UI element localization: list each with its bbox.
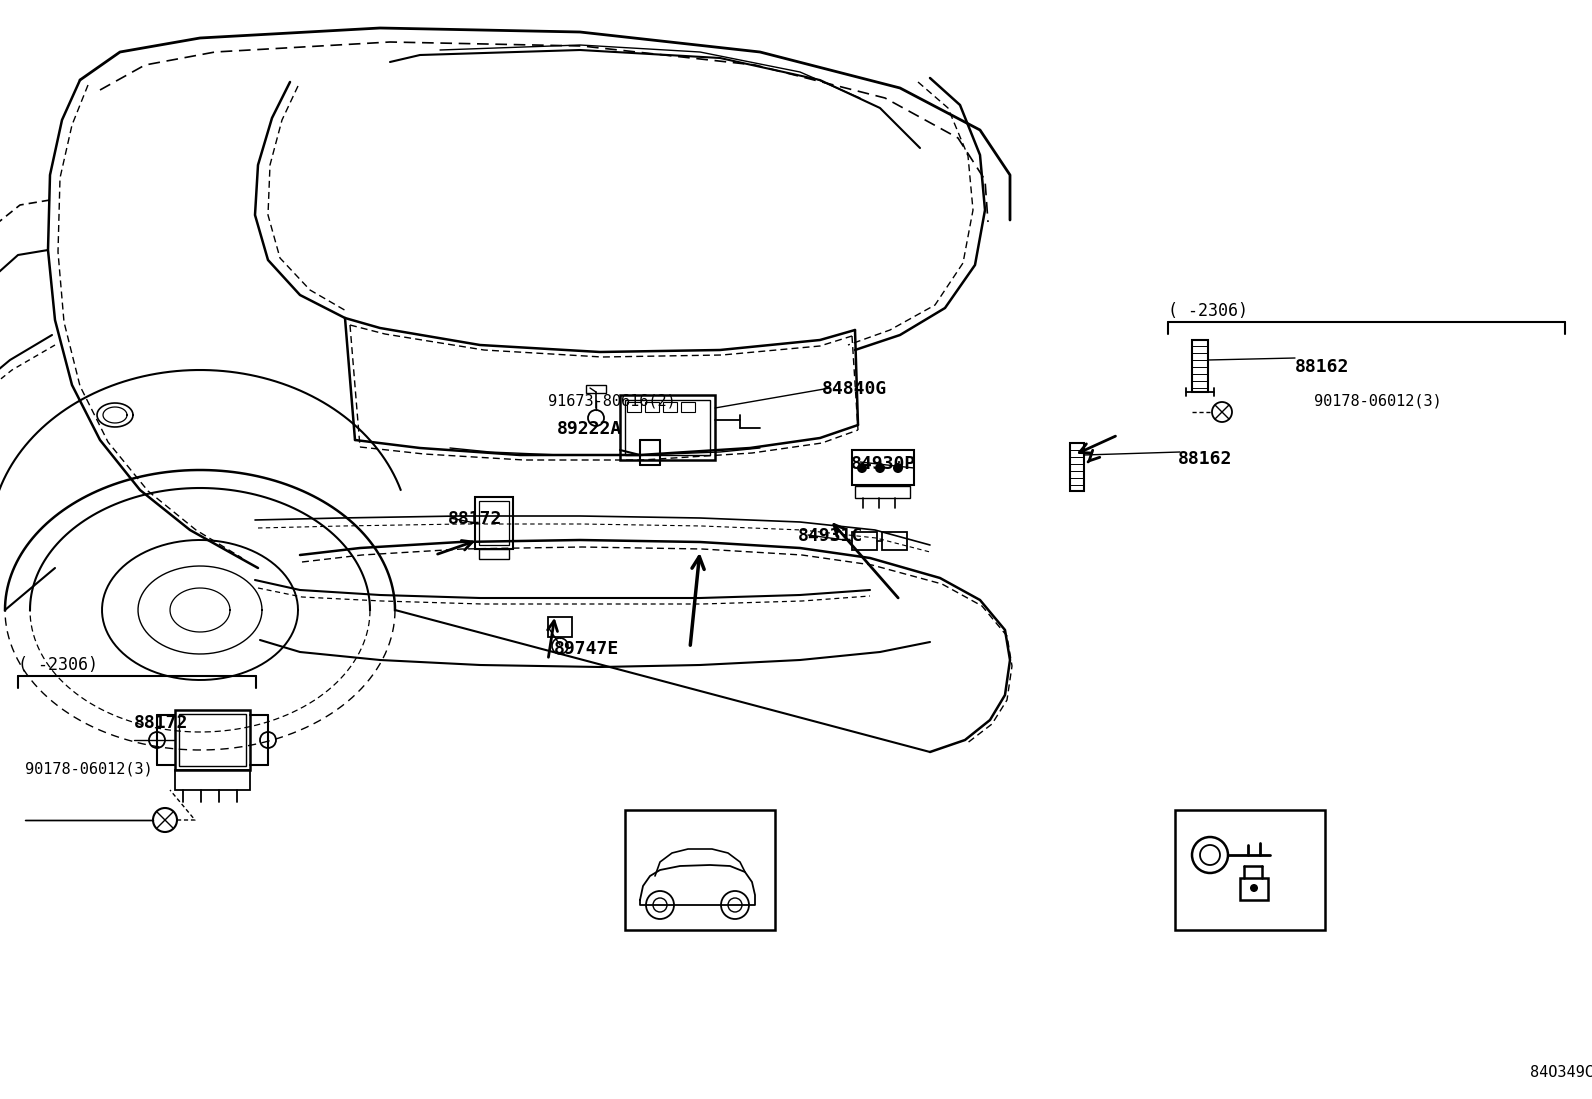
Bar: [882, 532, 907, 550]
Bar: [479, 550, 509, 559]
Bar: [175, 770, 250, 790]
Text: ( -2306): ( -2306): [1169, 302, 1248, 320]
Bar: [852, 532, 877, 550]
Bar: [626, 810, 775, 930]
Bar: [175, 710, 250, 770]
Bar: [1240, 878, 1267, 900]
Bar: [852, 449, 914, 485]
Text: 84931C: 84931C: [798, 528, 863, 545]
Text: 91673-80616(2): 91673-80616(2): [548, 395, 675, 409]
Bar: [1070, 443, 1084, 491]
Bar: [178, 714, 247, 766]
Text: 88172: 88172: [447, 510, 503, 528]
Bar: [627, 402, 642, 412]
Circle shape: [856, 463, 868, 473]
Text: 89222A: 89222A: [557, 420, 622, 439]
Text: 84930P: 84930P: [852, 455, 917, 473]
Text: 88162: 88162: [1178, 449, 1232, 468]
Bar: [626, 400, 710, 455]
Bar: [474, 497, 513, 550]
Bar: [662, 402, 677, 412]
Text: 84O349C: 84O349C: [1530, 1065, 1592, 1080]
Circle shape: [893, 463, 903, 473]
Text: 88162: 88162: [1294, 358, 1350, 376]
Text: 84840G: 84840G: [821, 380, 887, 398]
Bar: [586, 385, 607, 393]
Bar: [855, 486, 911, 498]
Bar: [1175, 810, 1325, 930]
Bar: [548, 617, 572, 637]
Circle shape: [876, 463, 885, 473]
Bar: [479, 501, 509, 545]
Text: 89747E: 89747E: [554, 640, 619, 658]
Text: 88172: 88172: [134, 714, 188, 732]
Bar: [1192, 340, 1208, 392]
Text: 90178-06012(3): 90178-06012(3): [25, 762, 153, 777]
Circle shape: [1250, 884, 1258, 892]
Text: 90178-06012(3): 90178-06012(3): [1313, 393, 1442, 408]
Text: ( -2306): ( -2306): [18, 656, 99, 674]
Bar: [619, 395, 715, 460]
Bar: [645, 402, 659, 412]
Bar: [681, 402, 696, 412]
